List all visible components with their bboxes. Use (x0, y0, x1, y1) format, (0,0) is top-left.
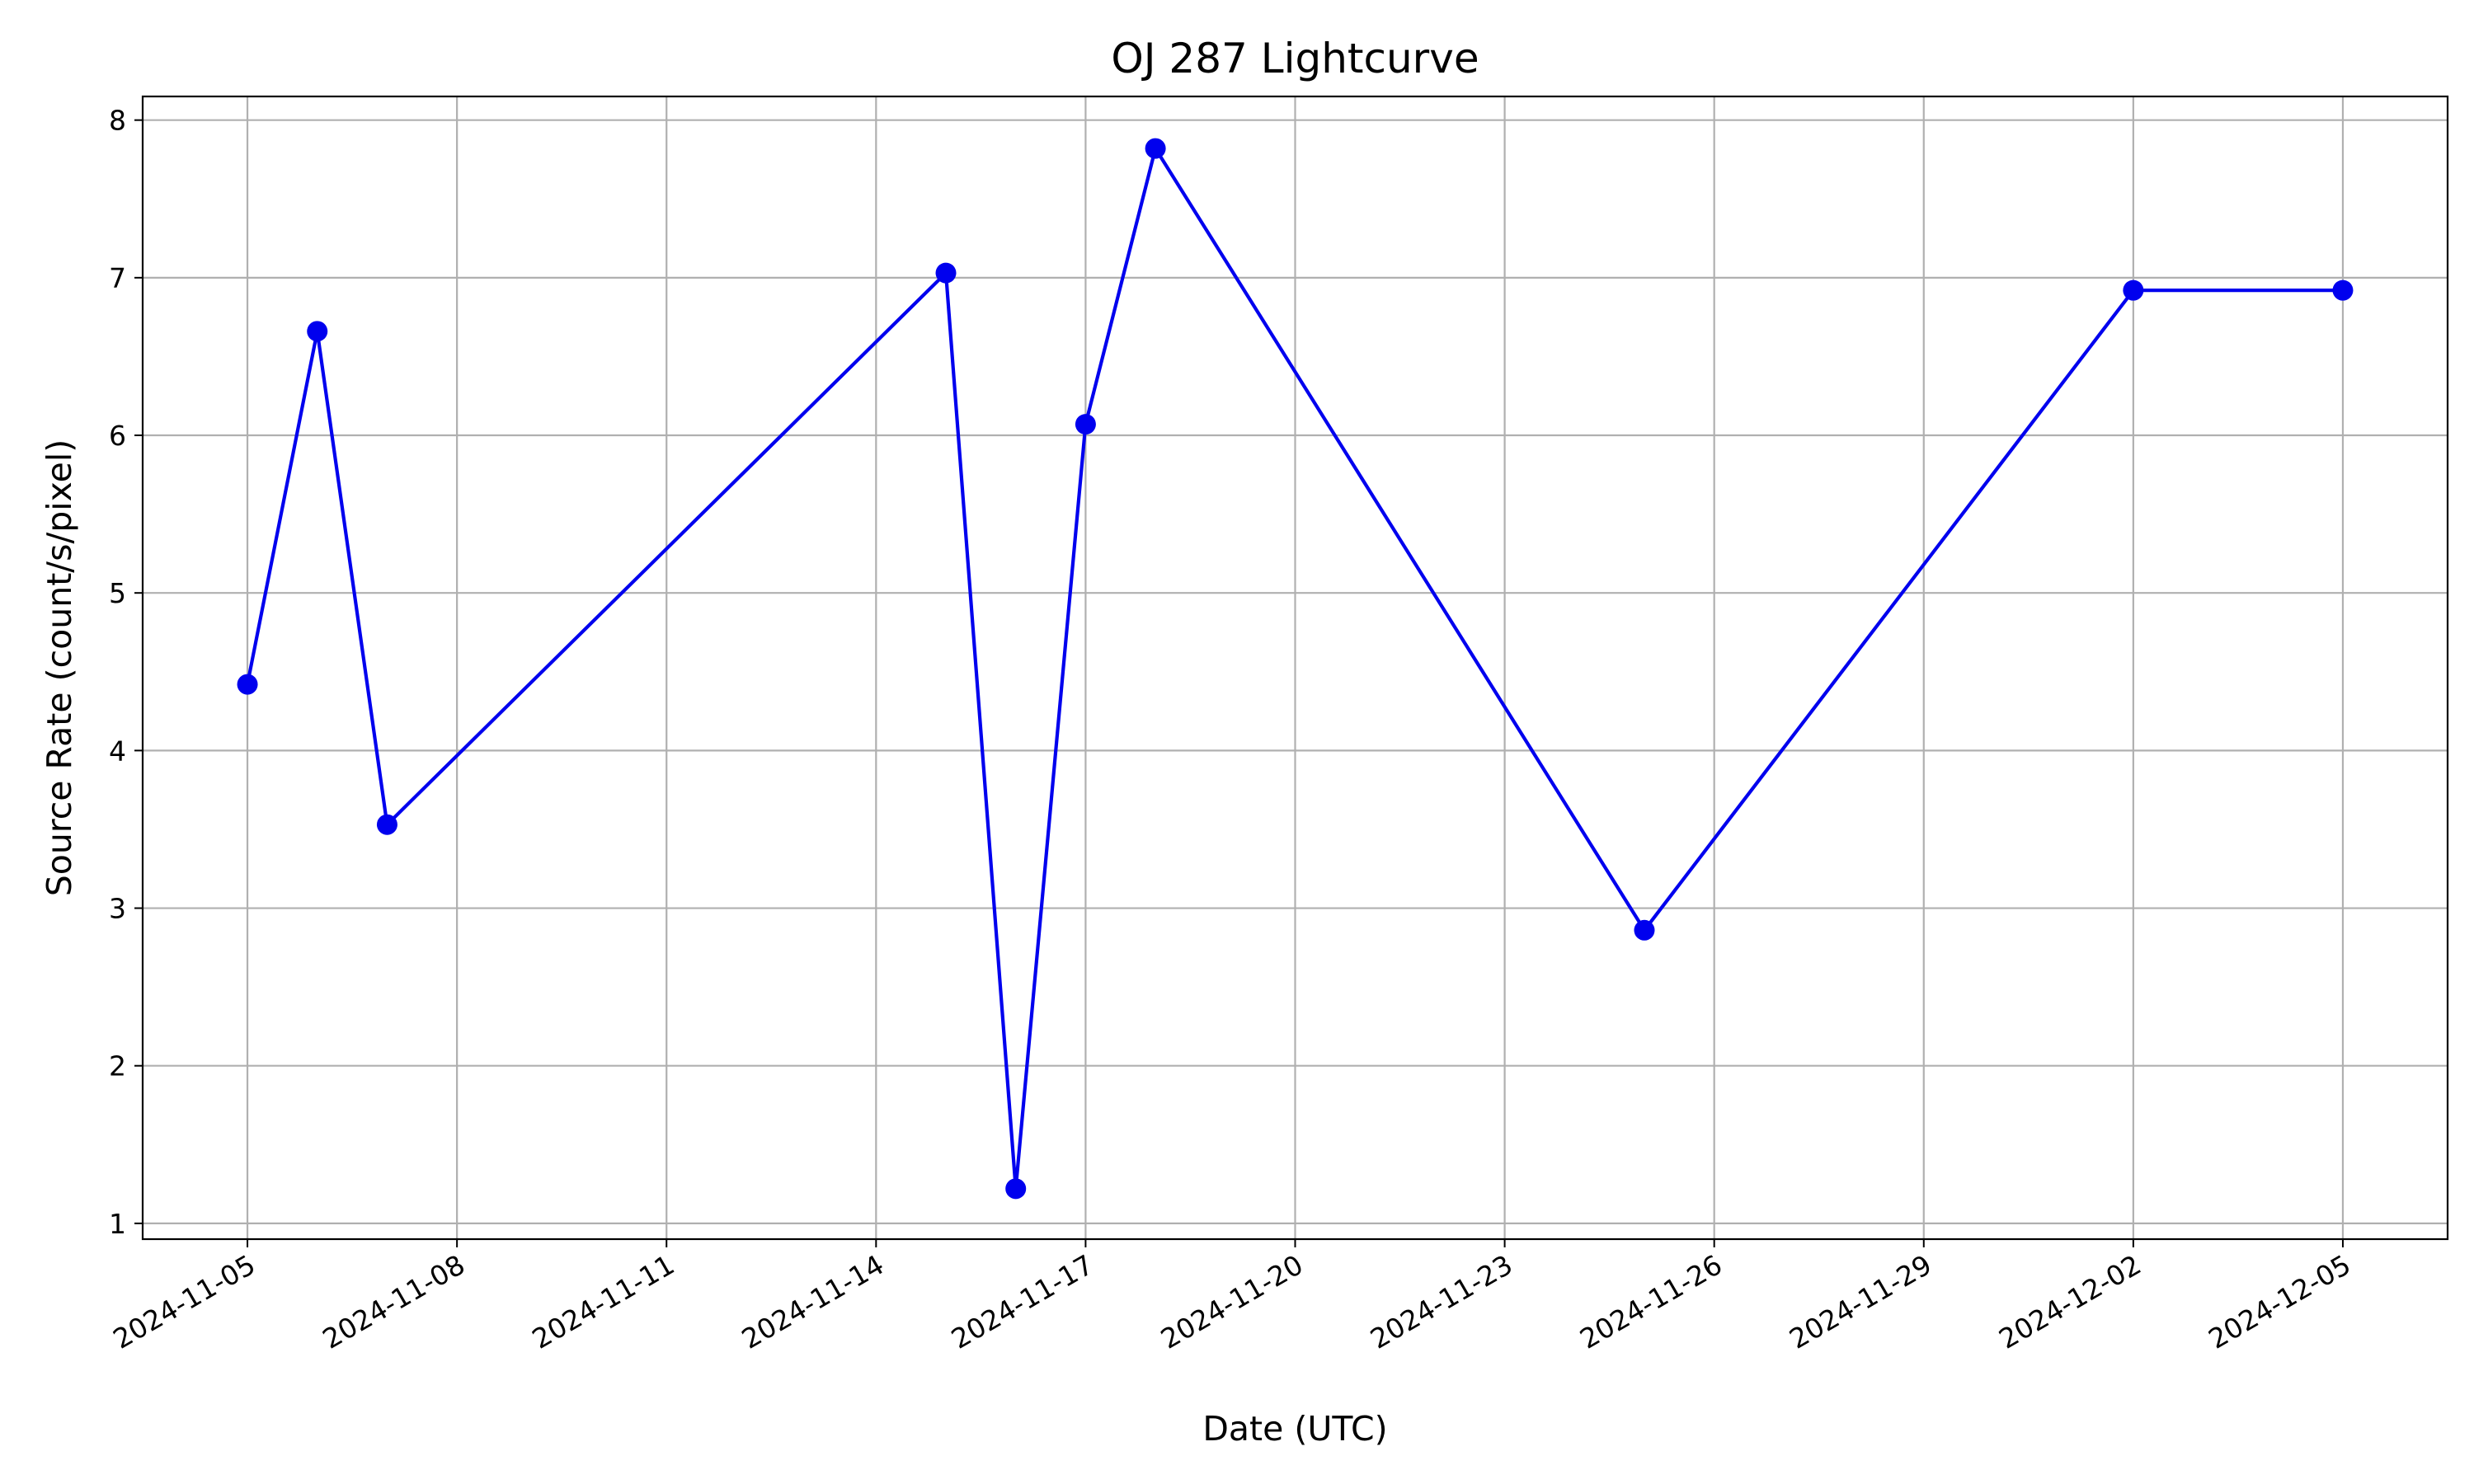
data-point (1145, 138, 1166, 159)
y-axis-label: Source Rate (count/s/pixel) (40, 439, 79, 897)
x-axis-label: Date (UTC) (1202, 1409, 1387, 1449)
data-point (2332, 279, 2354, 301)
data-point (935, 262, 957, 284)
y-tick-label: 3 (109, 893, 126, 925)
y-tick-label: 1 (109, 1208, 126, 1240)
y-tick-label: 2 (109, 1050, 126, 1082)
y-tick-label: 7 (109, 262, 126, 294)
chart-title: OJ 287 Lightcurve (1111, 35, 1479, 82)
data-point (307, 321, 328, 342)
y-tick-label: 6 (109, 420, 126, 452)
data-point (376, 814, 397, 835)
y-axis-ticks: 1 2 3 4 5 6 7 8 (109, 105, 143, 1240)
y-tick-label: 8 (109, 105, 126, 137)
y-tick-label: 4 (109, 735, 126, 767)
data-point (237, 674, 258, 695)
y-tick-label: 5 (109, 577, 126, 609)
data-point (2123, 279, 2144, 301)
series-line (245, 147, 2343, 1190)
data-series (237, 138, 2354, 1200)
data-point (1005, 1178, 1027, 1200)
data-point (1634, 919, 1655, 941)
data-point (1075, 414, 1096, 435)
